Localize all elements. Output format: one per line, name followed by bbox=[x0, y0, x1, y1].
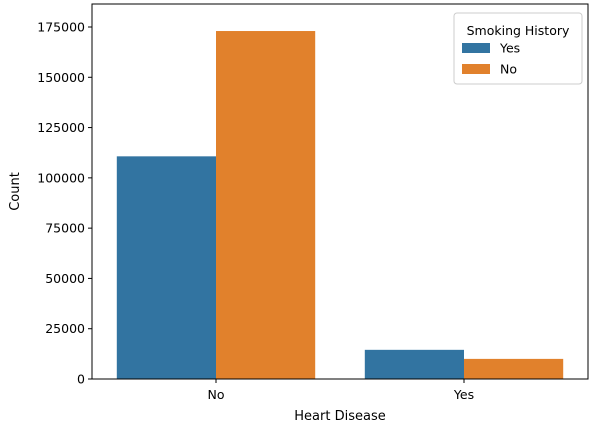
y-tick-label: 75000 bbox=[45, 221, 85, 236]
plot-area bbox=[116, 31, 564, 379]
bar-no-no bbox=[216, 31, 316, 379]
x-tick-label: Yes bbox=[453, 387, 474, 402]
bar-no-yes bbox=[116, 156, 216, 379]
y-tick-label: 125000 bbox=[37, 120, 85, 135]
y-tick-label: 150000 bbox=[37, 70, 85, 85]
x-axis-label: Heart Disease bbox=[294, 409, 385, 424]
bar-yes-no bbox=[464, 358, 564, 379]
legend-label: No bbox=[500, 62, 517, 77]
bar-yes-yes bbox=[364, 349, 464, 379]
x-tick-label: No bbox=[208, 387, 225, 402]
y-axis-label: Count bbox=[8, 172, 23, 211]
y-axis: 0 25000 50000 75000 100000 125000 150000 175000 bbox=[37, 20, 92, 387]
y-tick-label: 25000 bbox=[45, 321, 85, 336]
legend-title: Smoking History bbox=[467, 23, 570, 38]
y-tick-label: 0 bbox=[77, 372, 85, 387]
y-tick-label: 100000 bbox=[37, 170, 85, 185]
legend-label: Yes bbox=[499, 41, 520, 56]
axes-frame bbox=[91, 3, 589, 380]
legend-swatch bbox=[462, 64, 490, 74]
y-tick-label: 50000 bbox=[45, 271, 85, 286]
legend: Smoking History Yes No bbox=[453, 12, 583, 85]
y-tick-label: 175000 bbox=[37, 20, 85, 35]
x-axis: No Yes bbox=[208, 379, 474, 402]
legend-swatch bbox=[462, 43, 490, 53]
